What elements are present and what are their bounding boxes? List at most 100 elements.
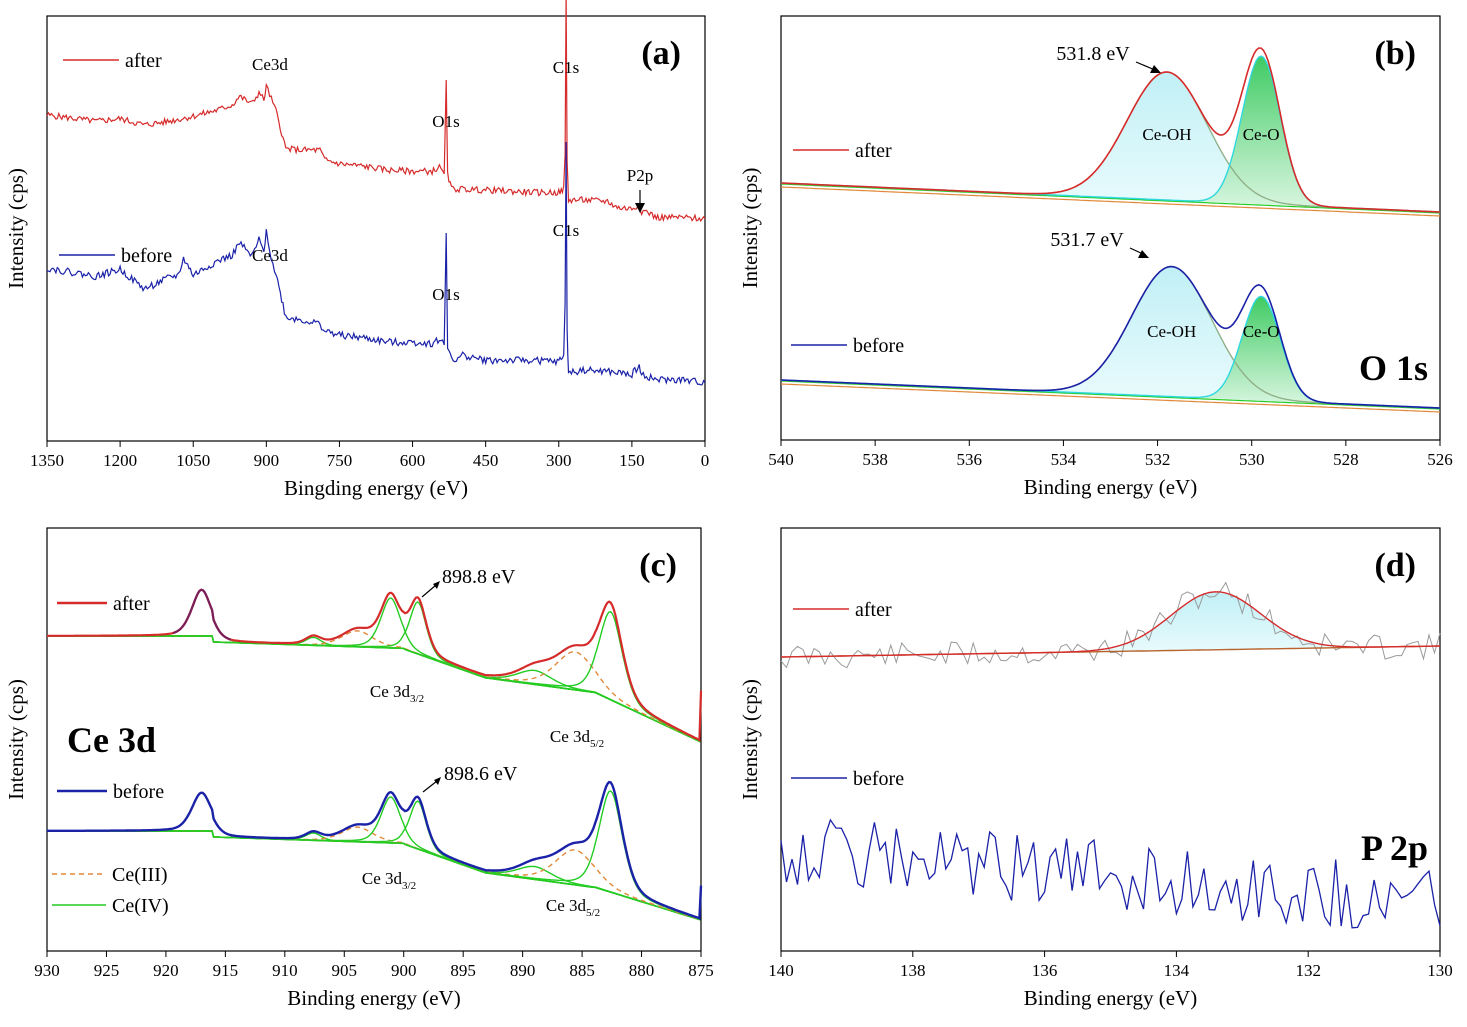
region-label-subscript: 5/2	[586, 907, 600, 919]
x-tick-label: 900	[254, 451, 280, 470]
ce-oh-fill-after	[781, 72, 1440, 212]
x-tick-label: 750	[327, 451, 353, 470]
peak-annotation: 898.8 eV	[442, 566, 516, 588]
component-label: Ce-O	[1243, 125, 1280, 144]
x-tick-label: 450	[473, 451, 499, 470]
x-tick-label: 910	[272, 961, 298, 980]
panel-label: (b)	[1374, 35, 1416, 72]
panel-a-chart: 1350 1200 1050 900 750 600 450 300 150 0 Bingding …	[4, 0, 709, 500]
x-tick-label: 150	[619, 451, 645, 470]
x-tick-label: 915	[213, 961, 239, 980]
envelope-before	[780, 265, 1441, 409]
annotation-arrowhead	[433, 581, 440, 589]
x-tick-label: 526	[1427, 450, 1453, 469]
x-tick-label: 1350	[30, 451, 64, 470]
peak-label: Ce3d	[252, 246, 288, 265]
x-tick-label: 0	[701, 451, 710, 470]
x-tick-label: 890	[510, 961, 536, 980]
baseline-after	[780, 186, 1441, 217]
x-tick-label: 134	[1164, 961, 1190, 980]
region-label: Ce 3d5/2	[546, 896, 600, 919]
plot-frame	[780, 15, 1441, 441]
y-axis-label: Intensity (cps)	[4, 168, 28, 289]
peak-label: Ce3d	[252, 55, 288, 74]
x-axis-label: Binding energy (eV)	[287, 986, 460, 1010]
legend-label: after	[855, 140, 892, 162]
peak-label: O1s	[432, 285, 459, 304]
x-tick-label: 140	[768, 961, 794, 980]
satellite-peak	[172, 588, 232, 641]
annotation-arrowhead	[1138, 250, 1149, 258]
region-label-subscript: 3/2	[402, 880, 416, 892]
x-tick-label: 925	[94, 961, 120, 980]
peak-annotation: 898.6 eV	[444, 763, 518, 785]
component-label: Ce-O	[1243, 322, 1280, 341]
series-line-before	[780, 818, 1441, 929]
x-tick-label: 875	[688, 961, 714, 980]
x-tick-label: 532	[1145, 450, 1171, 469]
legend-label: before	[113, 781, 164, 803]
x-tick-label: 138	[900, 961, 926, 980]
x-tick-label: 600	[400, 451, 426, 470]
component-label: Ce-OH	[1142, 125, 1191, 144]
peak-label: C1s	[553, 58, 579, 77]
y-axis-label: Intensity (cps)	[738, 168, 762, 289]
core-level-label: Ce 3d	[67, 720, 156, 760]
panel-label: (a)	[641, 35, 681, 72]
panel-c-chart: 930 925 920 915 910 905 900 895 890 885 880 875 Bind…	[4, 527, 714, 1010]
series-line-after	[46, 0, 706, 223]
region-label-subscript: 3/2	[410, 693, 424, 705]
series-line-before	[46, 141, 706, 386]
ce-oh-fill-before	[781, 266, 1440, 408]
region-label: Ce 3d3/2	[362, 869, 416, 892]
plot-frame	[46, 15, 706, 442]
x-tick-label: 885	[569, 961, 595, 980]
legend-label: Ce(IV)	[112, 895, 169, 917]
p2p-arrow-head	[635, 203, 645, 213]
x-axis-label: Binding energy (eV)	[1024, 475, 1197, 499]
peak-label: P2p	[627, 166, 653, 185]
x-axis-label: Bingding energy (eV)	[284, 476, 468, 500]
region-label-subscript: 5/2	[590, 738, 604, 750]
x-tick-label: 1200	[103, 451, 137, 470]
x-tick-label: 534	[1051, 450, 1077, 469]
region-label: Ce 3d3/2	[370, 682, 424, 705]
fit-envelope-after	[780, 591, 1441, 658]
panel-d-chart: 140 138 136 134 132 130 Binding energy (eV) Int…	[738, 527, 1453, 1010]
legend-label: Ce(III)	[112, 864, 168, 886]
region-label-main: Ce 3d	[370, 682, 411, 701]
x-axis-label: Binding energy (eV)	[1024, 986, 1197, 1010]
x-tick-label: 905	[332, 961, 358, 980]
x-tick-label: 132	[1295, 961, 1321, 980]
core-level-label: P 2p	[1361, 828, 1428, 868]
x-tick-label: 880	[629, 961, 655, 980]
panel-label: (c)	[639, 547, 677, 584]
x-tick-label: 895	[450, 961, 476, 980]
x-tick-label: 538	[862, 450, 888, 469]
annotation-arrowhead	[434, 777, 441, 785]
baseline2-before	[780, 380, 1441, 410]
p2p-fit-fill	[781, 591, 1440, 657]
legend-label: after	[125, 50, 162, 72]
peak-label: O1s	[432, 112, 459, 131]
x-tick-label: 920	[153, 961, 179, 980]
x-tick-label: 528	[1333, 450, 1359, 469]
y-axis-label: Intensity (cps)	[738, 679, 762, 800]
panel-label: (d)	[1374, 547, 1416, 584]
y-axis-label: Intensity (cps)	[4, 679, 28, 800]
baseline-before	[780, 383, 1441, 413]
legend-label: before	[853, 768, 904, 790]
envelope-after	[47, 588, 703, 742]
panel-b-chart: 540 538 536 534 532 530 528 526 Binding energy (…	[738, 15, 1453, 499]
x-tick-label: 540	[768, 450, 794, 469]
x-tick-label: 900	[391, 961, 417, 980]
x-tick-label: 130	[1427, 961, 1453, 980]
annotation-arrowhead	[1150, 65, 1161, 73]
annotation-arrow	[421, 584, 437, 598]
core-level-label: O 1s	[1359, 348, 1428, 388]
envelope-before	[47, 780, 703, 920]
baseline2-after	[780, 183, 1441, 214]
envelope-after	[780, 47, 1441, 213]
region-label-main: Ce 3d	[362, 869, 403, 888]
